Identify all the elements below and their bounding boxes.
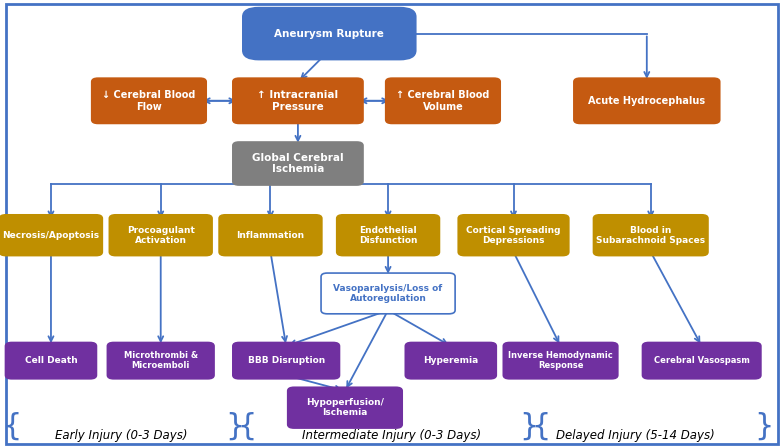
FancyBboxPatch shape: [288, 387, 402, 428]
FancyBboxPatch shape: [593, 215, 708, 255]
FancyBboxPatch shape: [386, 78, 500, 123]
Text: Aneurysm Rupture: Aneurysm Rupture: [274, 29, 384, 39]
Text: BBB Disruption: BBB Disruption: [248, 356, 325, 365]
Text: }: }: [520, 412, 539, 441]
Text: ↓ Cerebral Blood
Flow: ↓ Cerebral Blood Flow: [102, 90, 196, 112]
Text: Early Injury (0-3 Days): Early Injury (0-3 Days): [55, 429, 188, 442]
FancyBboxPatch shape: [92, 78, 206, 123]
Text: }: }: [755, 412, 774, 441]
Text: }: }: [226, 412, 245, 441]
FancyBboxPatch shape: [5, 342, 96, 379]
FancyBboxPatch shape: [243, 8, 416, 59]
FancyBboxPatch shape: [233, 142, 363, 185]
Text: Cerebral Vasospasm: Cerebral Vasospasm: [654, 356, 750, 365]
Text: Necrosis/Apoptosis: Necrosis/Apoptosis: [2, 231, 100, 240]
Text: Endothelial
Disfunction: Endothelial Disfunction: [359, 225, 417, 245]
Text: Microthrombi &
Microemboli: Microthrombi & Microemboli: [124, 351, 198, 370]
FancyBboxPatch shape: [233, 342, 339, 379]
Text: Acute Hydrocephalus: Acute Hydrocephalus: [588, 96, 706, 106]
FancyBboxPatch shape: [458, 215, 569, 255]
Text: Inverse Hemodynamic
Response: Inverse Hemodynamic Response: [508, 351, 613, 370]
FancyBboxPatch shape: [0, 215, 102, 255]
Text: Inflammation: Inflammation: [237, 231, 304, 240]
FancyBboxPatch shape: [109, 215, 212, 255]
Text: Delayed Injury (5-14 Days): Delayed Injury (5-14 Days): [556, 429, 714, 442]
FancyBboxPatch shape: [107, 342, 214, 379]
FancyBboxPatch shape: [574, 78, 720, 123]
FancyBboxPatch shape: [503, 342, 618, 379]
FancyBboxPatch shape: [643, 342, 760, 379]
Text: Vasoparalysis/Loss of
Autoregulation: Vasoparalysis/Loss of Autoregulation: [333, 284, 443, 303]
Text: Hyperemia: Hyperemia: [423, 356, 478, 365]
Text: ↑ Cerebral Blood
Volume: ↑ Cerebral Blood Volume: [396, 90, 490, 112]
FancyBboxPatch shape: [337, 215, 439, 255]
FancyBboxPatch shape: [321, 273, 455, 314]
FancyBboxPatch shape: [233, 78, 363, 123]
Text: Procoagulant
Activation: Procoagulant Activation: [127, 225, 194, 245]
Text: {: {: [2, 412, 21, 441]
Text: {: {: [238, 412, 256, 441]
Text: Blood in
Subarachnoid Spaces: Blood in Subarachnoid Spaces: [596, 225, 706, 245]
FancyBboxPatch shape: [219, 215, 321, 255]
FancyBboxPatch shape: [405, 342, 496, 379]
Text: Global Cerebral
Ischemia: Global Cerebral Ischemia: [252, 153, 343, 174]
Text: ↑ Intracranial
Pressure: ↑ Intracranial Pressure: [257, 90, 339, 112]
Text: {: {: [532, 412, 550, 441]
Text: Cortical Spreading
Depressions: Cortical Spreading Depressions: [466, 225, 561, 245]
Text: Intermediate Injury (0-3 Days): Intermediate Injury (0-3 Days): [303, 429, 481, 442]
Text: Cell Death: Cell Death: [24, 356, 78, 365]
Text: Hypoperfusion/
Ischemia: Hypoperfusion/ Ischemia: [306, 398, 384, 418]
